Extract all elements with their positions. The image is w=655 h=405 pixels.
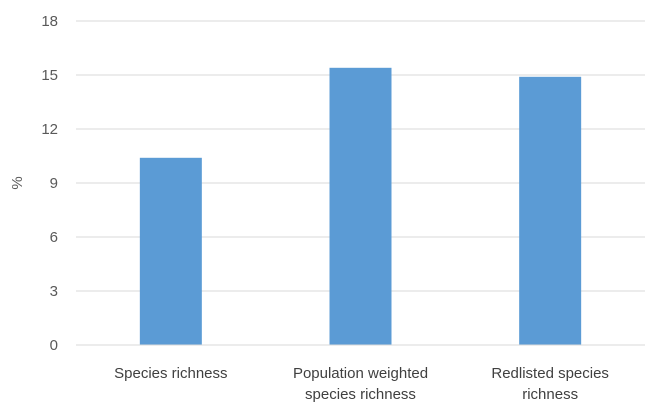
x-category-label: Redlisted species — [491, 365, 609, 382]
y-tick-label: 3 — [50, 283, 58, 300]
y-tick-label: 18 — [41, 13, 58, 30]
y-tick-label: 6 — [50, 229, 58, 246]
bar — [519, 76, 582, 346]
y-axis-ticks: 0 3 6 9 12 15 18 — [41, 13, 58, 354]
bar — [139, 157, 202, 345]
y-tick-label: 0 — [50, 337, 58, 354]
x-category-label: species richness — [305, 386, 416, 403]
bar — [329, 67, 392, 346]
y-tick-label: 15 — [41, 67, 58, 84]
x-category-label: Species richness — [114, 365, 227, 382]
y-tick-label: 9 — [50, 175, 58, 192]
bars — [139, 67, 582, 346]
y-tick-label: 12 — [41, 121, 58, 138]
y-axis-title: % — [9, 176, 26, 189]
x-axis-categories: Species richness Population weighted speci… — [114, 365, 609, 403]
x-category-label: richness — [522, 386, 578, 403]
x-category-label: Population weighted — [293, 365, 428, 382]
